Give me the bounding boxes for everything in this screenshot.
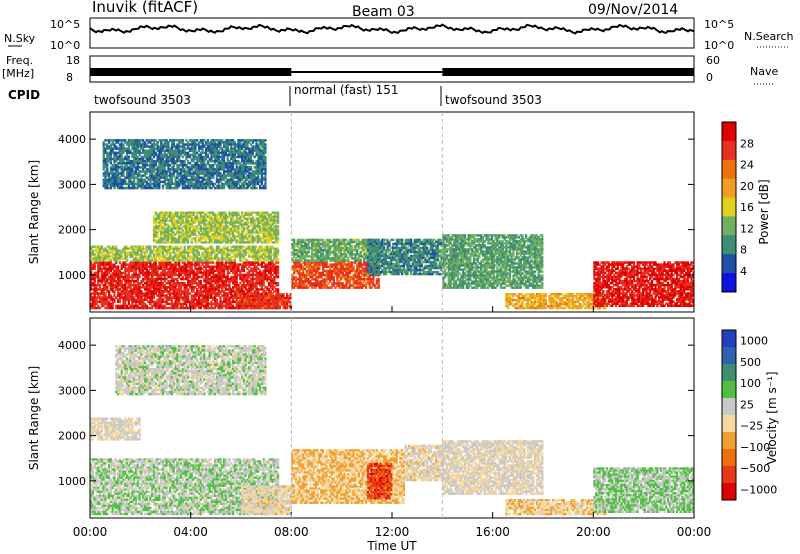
power-data-cells (90, 139, 694, 309)
heatmap-cell (383, 247, 385, 249)
nsky-tick-bottom: 10^0 (50, 39, 80, 52)
heatmap-cell (462, 287, 464, 289)
freq-unit: [MHz] (2, 67, 34, 80)
nsearch-tick-top: 10^5 (704, 18, 734, 31)
heatmap-cell (347, 259, 349, 262)
heatmap-cell (446, 250, 448, 252)
heatmap-cell (437, 247, 439, 249)
heatmap-cell (234, 259, 236, 261)
heatmap-cell (421, 265, 423, 267)
heatmap-cell (308, 251, 310, 254)
freq-tick-bottom: 8 (66, 71, 73, 84)
station-title: Inuvik (fitACF) (92, 0, 198, 16)
cpid-segment-3: twofsound 3503 (445, 93, 542, 107)
nsky-label: N.Sky (4, 32, 36, 45)
nave-tick-top: 60 (706, 54, 720, 67)
heatmap-cell (318, 268, 320, 271)
heatmap-cell (112, 307, 114, 310)
heatmap-cell (365, 286, 367, 289)
date-title: 09/Nov/2014 (588, 2, 678, 18)
heatmap-cell (139, 276, 141, 279)
nave-label: Nave (750, 65, 778, 78)
heatmap-cell (243, 270, 245, 273)
heatmap-cell (360, 259, 362, 262)
heatmap-cell (477, 287, 479, 289)
heatmap-cell (153, 296, 155, 299)
cpid-segment-1: twofsound 3503 (94, 93, 191, 107)
nave-tick-bottom: 0 (706, 71, 713, 84)
heatmap-cell (378, 286, 380, 289)
freq-bar-segment (90, 68, 291, 76)
heatmap-cell (277, 253, 279, 255)
nsearch-label: N.Search (744, 30, 794, 43)
heatmap-cell (277, 284, 279, 287)
heatmap-cell (468, 287, 470, 289)
heatmap-cell (113, 301, 115, 304)
cpid-label: CPID (8, 88, 40, 102)
heatmap-cell (279, 307, 281, 309)
cpid-segment-2: normal (fast) 151 (294, 83, 398, 97)
heatmap-cell (277, 259, 279, 261)
heatmap-cell (245, 307, 247, 309)
heatmap-cell (119, 301, 121, 304)
heatmap-cell (94, 268, 96, 271)
heatmap-cell (126, 259, 128, 261)
nsky-trace (90, 25, 694, 34)
freq-label: Freq. (6, 54, 33, 67)
nsky-tick-top: 10^5 (50, 18, 80, 31)
fan-range-time-plot: Inuvik (fitACF) Beam 03 09/Nov/2014 N.Sk… (0, 0, 800, 554)
heatmap-cell (392, 239, 394, 241)
heatmap-cell (406, 273, 408, 275)
freq-trace (90, 68, 694, 76)
freq-tick-top: 18 (66, 54, 80, 67)
heatmap-cell (277, 276, 279, 279)
nsearch-tick-bottom: 10^0 (704, 39, 734, 52)
heatmap-cell (426, 247, 428, 249)
heatmap-cell (246, 259, 248, 261)
heatmap-cell (478, 256, 480, 258)
heatmap-cell (367, 247, 369, 249)
freq-bar-segment (442, 68, 694, 76)
